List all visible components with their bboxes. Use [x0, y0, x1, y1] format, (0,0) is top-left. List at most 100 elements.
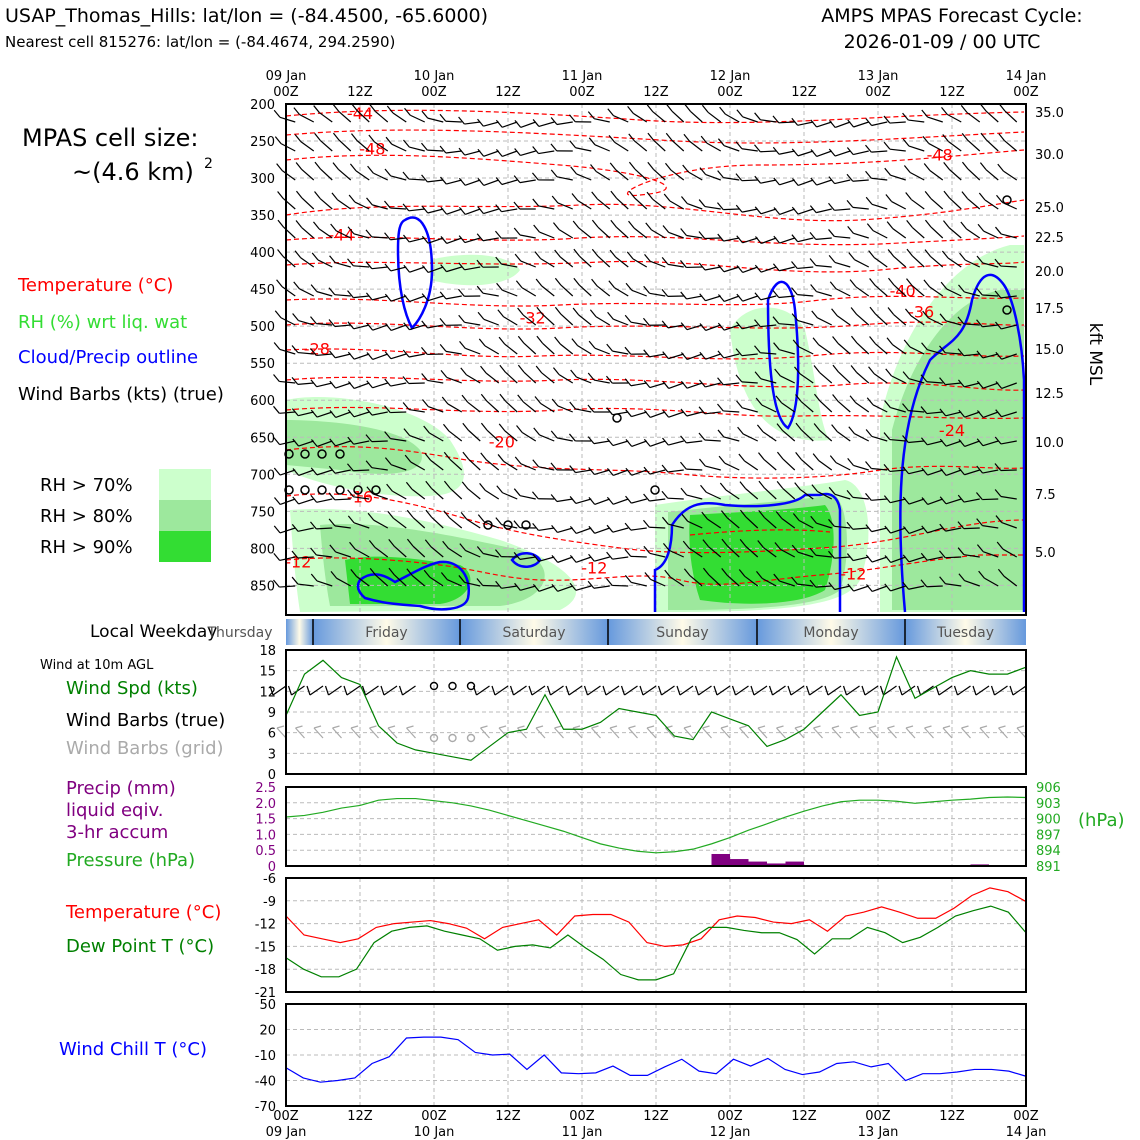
wind-barb — [649, 353, 666, 358]
wind-barb — [704, 439, 721, 442]
wind-barb-flag — [680, 435, 687, 444]
wind-barb — [687, 202, 703, 210]
wind-barb-flag — [605, 578, 613, 586]
wind-barb-flag — [273, 579, 280, 588]
wind-barb-flag — [495, 580, 502, 589]
wind-barb — [853, 585, 869, 592]
wind-barb-flag — [831, 308, 838, 317]
wind-barb-flag — [868, 250, 875, 259]
isotherm — [285, 295, 1025, 307]
wind-barb-flag — [905, 192, 912, 200]
wind-barb — [466, 518, 481, 529]
wind-barb-flag — [347, 381, 355, 389]
wind-barb-flag — [994, 489, 1002, 497]
wind-barb-flag — [958, 284, 965, 293]
wind-barb-flag — [384, 232, 391, 241]
wind-barb-flag — [606, 343, 613, 352]
wind-barb-flag — [365, 229, 373, 238]
wind-barb — [593, 379, 610, 384]
wind-barb-flag — [605, 375, 613, 384]
wind-barb-flag — [643, 380, 651, 388]
wind-barb — [558, 229, 574, 239]
wind-barb-flag — [920, 552, 928, 561]
wind-barb — [279, 556, 296, 561]
wind-barb — [687, 520, 703, 529]
wind-barb-flag — [828, 550, 835, 559]
wind-barb-flag — [865, 118, 873, 126]
wind-barb-flag — [384, 351, 392, 360]
wind-barb — [335, 262, 351, 268]
wind-barb — [559, 256, 574, 268]
wind-barb-flag — [644, 253, 651, 262]
wind-barb — [799, 373, 814, 384]
wind-barb — [300, 257, 315, 268]
rh-region — [430, 254, 520, 286]
wind-barb — [817, 491, 833, 500]
wind-barb-flag — [347, 258, 354, 267]
wind-barb — [557, 202, 573, 210]
wind-barb — [742, 295, 758, 302]
calm-circle — [317, 485, 327, 495]
wind-barb — [353, 324, 370, 330]
precip-bar — [767, 863, 786, 866]
wind-barb-flag — [680, 352, 688, 360]
wind-barb-flag — [406, 538, 414, 547]
wind-barb-grid-flag — [757, 725, 766, 729]
y-tick: -12 — [255, 918, 276, 933]
wind-barb — [926, 381, 943, 384]
wind-barb-flag — [682, 164, 689, 173]
wind-barb-flag — [809, 547, 817, 556]
wind-barb-flag — [421, 110, 429, 119]
wind-barb — [856, 342, 870, 355]
wind-barb — [818, 344, 833, 355]
wind-barb-flag — [517, 364, 525, 373]
panel-frame — [285, 1003, 1027, 1107]
wind-barb — [336, 577, 352, 587]
wind-barb-flag — [683, 133, 691, 142]
wind-barb — [669, 200, 685, 210]
wind-barb-flag — [828, 582, 836, 590]
wind-barb-flag — [994, 463, 1002, 471]
wind-barb-flag — [291, 408, 299, 417]
y-tick: -70 — [255, 1100, 276, 1115]
wind-barb-flag — [795, 394, 802, 402]
y-tick: 3 — [268, 747, 276, 762]
wind-barb-grid-flag — [498, 725, 507, 729]
wind-barb — [316, 382, 333, 388]
wind-barb — [504, 430, 518, 442]
wind-barb — [726, 574, 740, 587]
wind-barb-flag — [699, 323, 707, 331]
wind-barb-flag — [366, 322, 374, 331]
bottom-hour-label: 12Z — [347, 1109, 373, 1124]
wind-barb — [523, 371, 537, 384]
wind-barb — [890, 527, 906, 534]
wind-barb — [686, 295, 703, 300]
wind-barb-flag — [420, 347, 428, 355]
wind-barb — [778, 295, 795, 299]
wind-barb-flag — [737, 426, 744, 435]
wind-barb-true-flag — [546, 685, 552, 696]
wind-barb-grid-flag — [591, 725, 599, 729]
wind-barb — [723, 237, 740, 242]
wind-barb — [372, 353, 388, 361]
wind-barb — [763, 547, 777, 558]
legend-entry: Cloud/Precip outline — [18, 347, 198, 368]
wind-barb — [1000, 295, 1017, 299]
wind-barb-flag — [809, 258, 817, 266]
wind-barb — [596, 285, 611, 297]
wind-barb — [982, 353, 999, 359]
wind-barb-flag — [773, 207, 781, 215]
y-tick: 15 — [259, 665, 276, 680]
wind-barb — [631, 411, 647, 418]
wind-barb-flag — [869, 278, 876, 286]
cloud-outline — [510, 552, 542, 568]
wind-barb — [482, 292, 499, 297]
wind-barb-flag — [384, 168, 392, 177]
wind-barb-true — [328, 685, 342, 696]
wind-barb-flag — [588, 137, 596, 146]
wind-barb — [909, 527, 925, 535]
wind-barb — [299, 114, 315, 123]
wind-barb-flag — [699, 167, 707, 175]
wind-barb — [670, 576, 685, 587]
